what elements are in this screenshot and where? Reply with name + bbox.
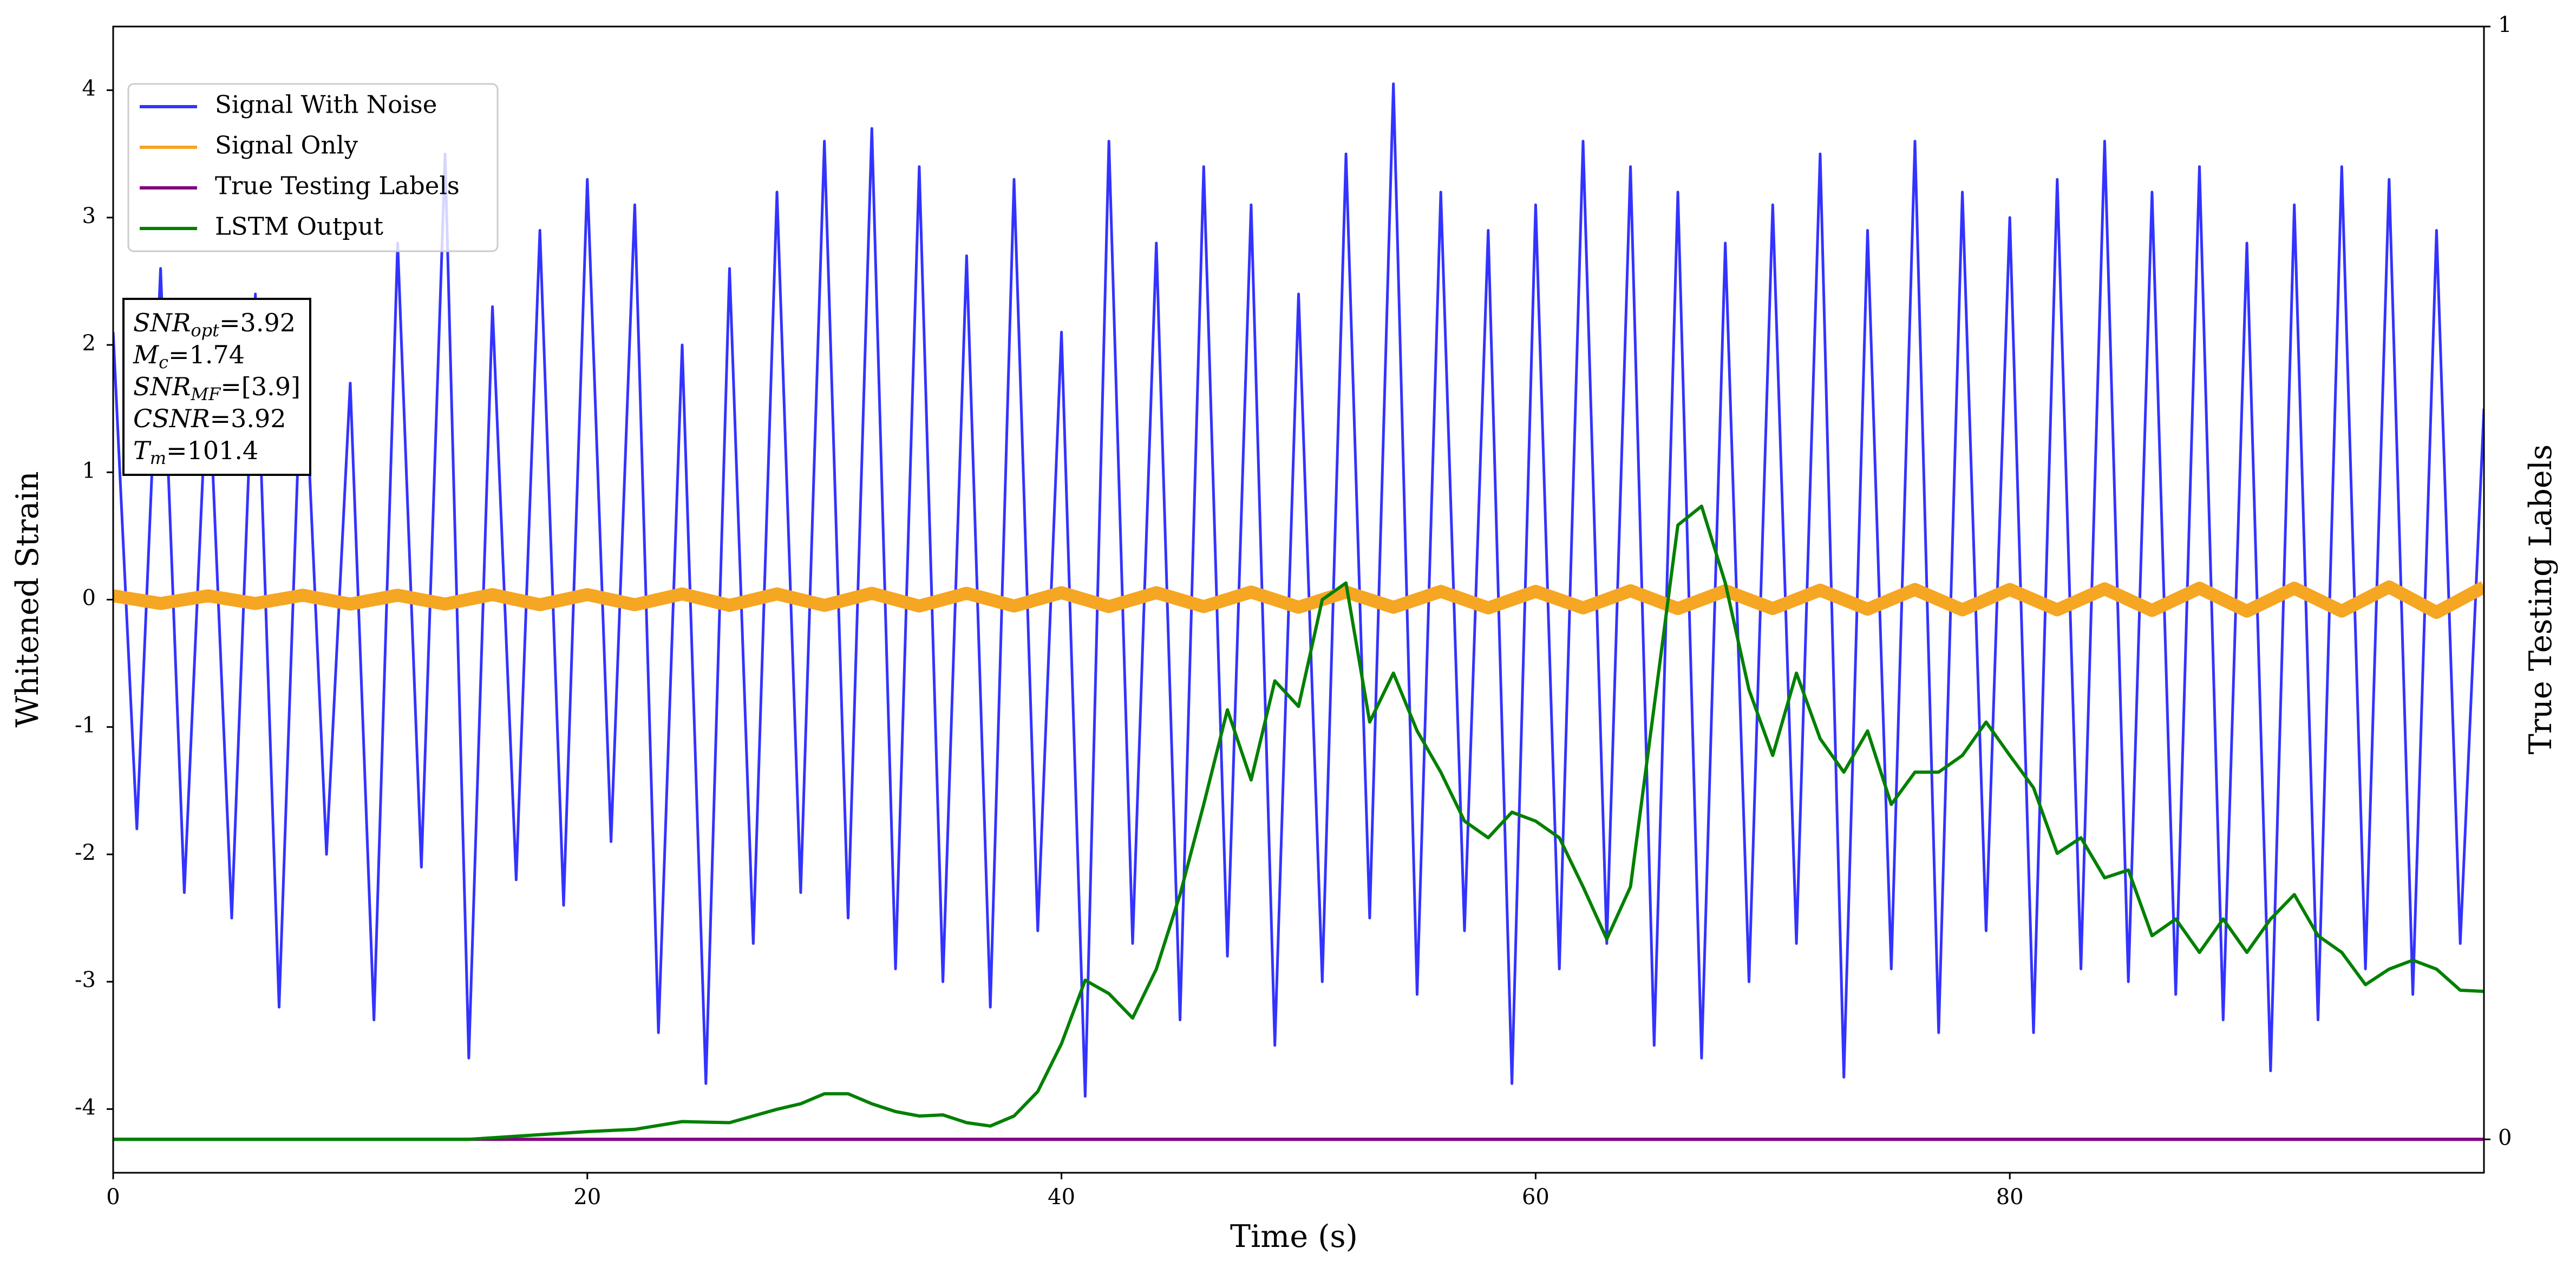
annotation-subscript: m [150, 448, 166, 468]
x-tick-label: 0 [106, 1185, 120, 1210]
annotation-value: =1.74 [168, 340, 245, 369]
x-tick-label: 60 [1522, 1185, 1549, 1210]
annotation-box [122, 298, 311, 476]
annotation-subscript: MF [190, 384, 221, 404]
y-tick-label: 0 [82, 586, 96, 611]
y-tick-label: -3 [75, 968, 96, 992]
y-tick-label: 3 [82, 204, 96, 228]
annotation-symbol: CSNR [133, 404, 210, 433]
y-tick-label: -2 [75, 840, 96, 865]
x-tick-label: 80 [1996, 1185, 2024, 1210]
annotation-subscript: opt [191, 320, 219, 341]
annotation-line: CSNR=3.92 [133, 404, 286, 433]
annotation-subscript: c [159, 352, 168, 373]
annotation-value: =3.92 [219, 308, 296, 337]
y-tick-label: 4 [82, 76, 96, 101]
annotation-line: Tm=101.4 [133, 436, 258, 468]
annotation-symbol: SNR [133, 372, 191, 401]
annotation-line: SNRopt=3.92 [133, 308, 296, 341]
annotation-line: SNRMF=[3.9] [133, 372, 300, 404]
series-line [113, 82, 2484, 1098]
y-tick-label: -1 [75, 713, 96, 738]
y-tick-label: 1 [82, 458, 96, 483]
x-axis-label: Time (s) [1230, 1219, 1358, 1255]
y-tick-label: 2 [82, 331, 96, 356]
legend-label: LSTM Output [215, 212, 383, 241]
annotation-value: =[3.9] [220, 372, 300, 401]
legend-box [127, 83, 499, 252]
annotation-symbol: T [133, 436, 152, 465]
annotation-symbol: SNR [133, 308, 191, 337]
y2-tick-label: 0 [2498, 1125, 2512, 1150]
annotation-value: =3.92 [210, 404, 286, 433]
y-tick-label: -4 [75, 1095, 96, 1120]
legend-label: Signal With Noise [215, 90, 437, 119]
series-line [113, 504, 2484, 1141]
annotation-symbol: M [133, 340, 160, 369]
y-axis-label: Whitened Strain [10, 471, 45, 727]
y2-axis-label: True Testing Labels [2523, 445, 2559, 754]
series-line [113, 580, 2484, 619]
y2-tick-label: 1 [2498, 12, 2512, 37]
x-tick-label: 20 [573, 1185, 601, 1210]
annotation-line: Mc=1.74 [133, 340, 245, 373]
x-tick-label: 40 [1048, 1185, 1075, 1210]
legend-label: True Testing Labels [215, 172, 460, 200]
annotation-value: =101.4 [166, 436, 258, 465]
legend-label: Signal Only [215, 131, 358, 160]
